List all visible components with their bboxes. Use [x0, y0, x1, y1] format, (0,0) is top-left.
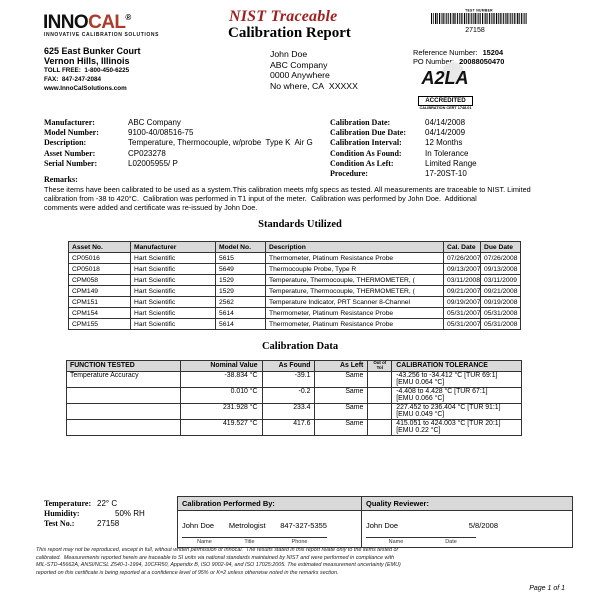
svg-text:A2LA: A2LA [420, 68, 468, 88]
svg-text:TEST NUMBER: TEST NUMBER [465, 9, 493, 13]
